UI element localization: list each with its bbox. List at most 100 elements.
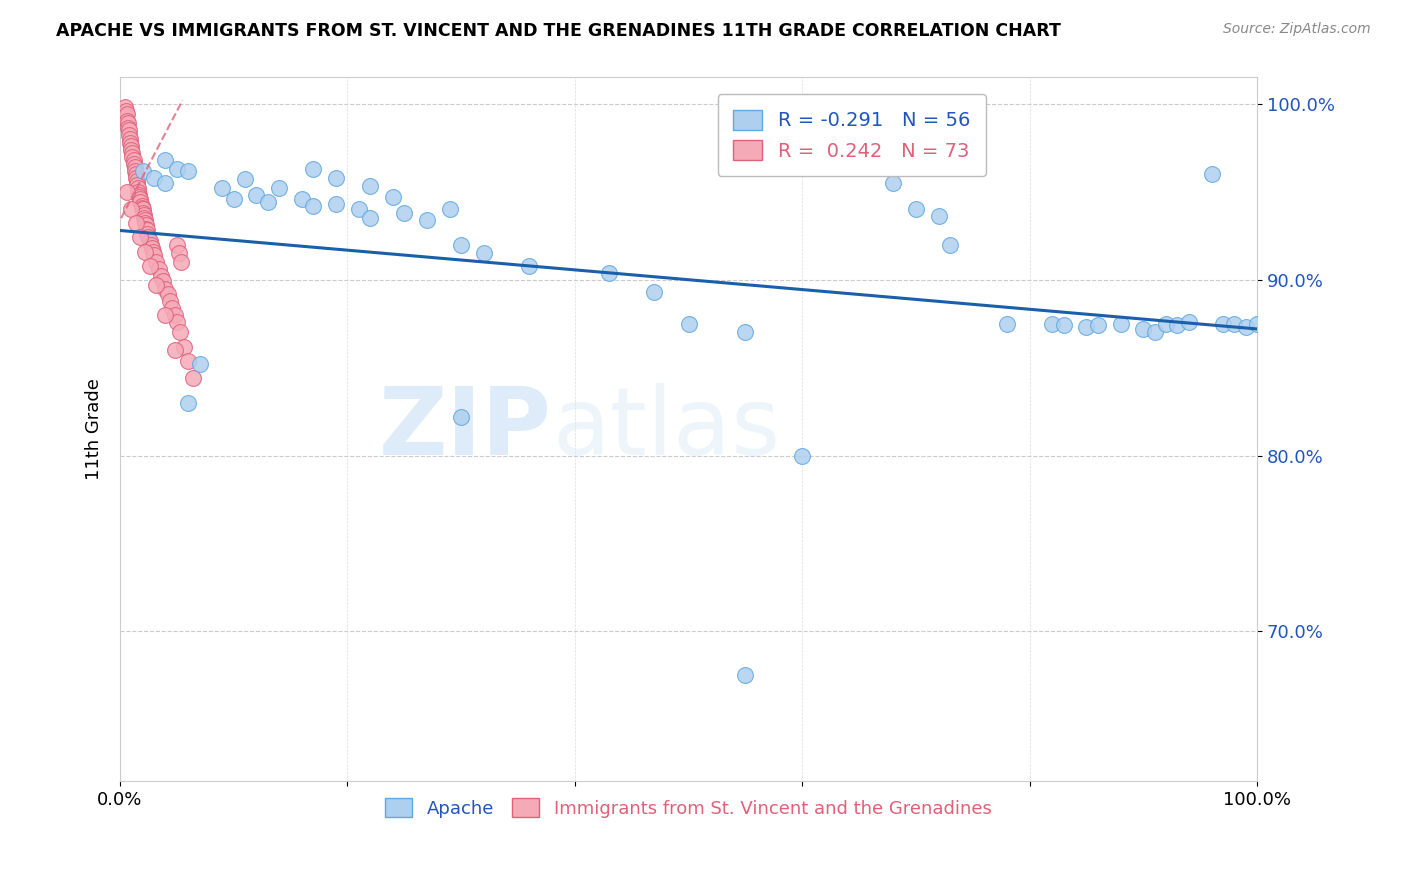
Point bbox=[734, 668, 756, 682]
Point bbox=[643, 285, 665, 299]
Point bbox=[1053, 318, 1076, 333]
Point bbox=[882, 176, 904, 190]
Point bbox=[347, 202, 370, 217]
Point bbox=[122, 153, 145, 167]
Point bbox=[170, 255, 193, 269]
Point bbox=[904, 202, 927, 217]
Point bbox=[256, 195, 278, 210]
Point bbox=[135, 218, 157, 232]
Point bbox=[125, 216, 148, 230]
Point bbox=[131, 206, 153, 220]
Point bbox=[120, 143, 142, 157]
Point bbox=[114, 103, 136, 118]
Point bbox=[145, 277, 167, 292]
Point bbox=[118, 128, 141, 143]
Point bbox=[517, 259, 540, 273]
Point bbox=[141, 241, 163, 255]
Point bbox=[122, 156, 145, 170]
Point bbox=[125, 167, 148, 181]
Point bbox=[134, 244, 156, 259]
Point bbox=[928, 210, 950, 224]
Point bbox=[1040, 317, 1063, 331]
Point bbox=[166, 161, 188, 176]
Point bbox=[138, 230, 160, 244]
Point bbox=[1212, 317, 1234, 331]
Point bbox=[132, 211, 155, 226]
Point bbox=[181, 371, 204, 385]
Point bbox=[166, 237, 188, 252]
Point bbox=[121, 150, 143, 164]
Point bbox=[1246, 317, 1268, 331]
Legend: Apache, Immigrants from St. Vincent and the Grenadines: Apache, Immigrants from St. Vincent and … bbox=[378, 791, 998, 825]
Point bbox=[127, 181, 149, 195]
Point bbox=[129, 192, 152, 206]
Point bbox=[450, 409, 472, 424]
Point bbox=[138, 259, 160, 273]
Point bbox=[1201, 167, 1223, 181]
Point bbox=[177, 163, 200, 178]
Point bbox=[120, 139, 142, 153]
Point bbox=[166, 315, 188, 329]
Point bbox=[115, 114, 138, 128]
Point bbox=[136, 223, 159, 237]
Point bbox=[188, 357, 211, 371]
Point bbox=[359, 179, 381, 194]
Point bbox=[163, 308, 186, 322]
Point bbox=[155, 281, 177, 295]
Point bbox=[291, 192, 314, 206]
Point bbox=[169, 326, 191, 340]
Point bbox=[134, 216, 156, 230]
Point bbox=[135, 221, 157, 235]
Point bbox=[211, 181, 233, 195]
Point bbox=[149, 269, 172, 284]
Point bbox=[142, 244, 165, 259]
Y-axis label: 11th Grade: 11th Grade bbox=[86, 378, 103, 480]
Point bbox=[1076, 320, 1098, 334]
Point bbox=[155, 308, 177, 322]
Point bbox=[1132, 322, 1154, 336]
Point bbox=[381, 190, 404, 204]
Point bbox=[125, 174, 148, 188]
Point bbox=[159, 293, 181, 308]
Text: Source: ZipAtlas.com: Source: ZipAtlas.com bbox=[1223, 22, 1371, 37]
Point bbox=[114, 109, 136, 123]
Point bbox=[138, 234, 160, 248]
Point bbox=[678, 317, 700, 331]
Point bbox=[439, 202, 461, 217]
Point bbox=[359, 211, 381, 226]
Point bbox=[128, 188, 150, 202]
Point bbox=[245, 188, 267, 202]
Point bbox=[143, 248, 166, 262]
Text: APACHE VS IMMIGRANTS FROM ST. VINCENT AND THE GRENADINES 11TH GRADE CORRELATION : APACHE VS IMMIGRANTS FROM ST. VINCENT AN… bbox=[56, 22, 1062, 40]
Point bbox=[792, 449, 814, 463]
Point bbox=[1166, 318, 1188, 333]
Point bbox=[155, 153, 177, 167]
Point bbox=[114, 100, 136, 114]
Point bbox=[156, 286, 179, 301]
Point bbox=[995, 317, 1018, 331]
Point bbox=[121, 146, 143, 161]
Point bbox=[325, 197, 347, 211]
Point bbox=[120, 132, 142, 146]
Point bbox=[155, 176, 177, 190]
Point bbox=[148, 262, 170, 277]
Point bbox=[302, 161, 325, 176]
Point bbox=[162, 301, 184, 315]
Point bbox=[450, 237, 472, 252]
Point bbox=[222, 192, 245, 206]
Point bbox=[302, 199, 325, 213]
Point bbox=[163, 343, 186, 357]
Point bbox=[120, 136, 142, 150]
Point bbox=[1143, 326, 1166, 340]
Text: atlas: atlas bbox=[553, 384, 780, 475]
Text: ZIP: ZIP bbox=[380, 384, 553, 475]
Point bbox=[139, 237, 162, 252]
Point bbox=[125, 178, 148, 192]
Point bbox=[152, 275, 174, 289]
Point bbox=[129, 230, 152, 244]
Point bbox=[1178, 315, 1201, 329]
Point bbox=[125, 170, 148, 185]
Point bbox=[131, 202, 153, 217]
Point bbox=[115, 185, 138, 199]
Point bbox=[115, 107, 138, 121]
